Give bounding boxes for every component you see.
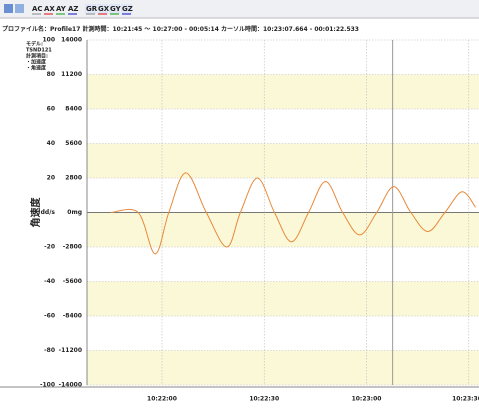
cursor-time: 10:23:07.664 <box>263 26 308 33</box>
y-tick-label: -40 <box>44 278 55 285</box>
y-axis-label: 角速度 <box>29 197 42 228</box>
x-tick-label: 10:23:00 <box>352 396 382 403</box>
y2-tick-label: -8400 <box>63 313 82 320</box>
y-tick-label: 100 <box>42 37 55 44</box>
toolbar-highlight[interactable] <box>97 4 108 14</box>
info-text: ・角速度 <box>26 65 47 72</box>
toolbar-button[interactable]: GZ <box>122 5 133 13</box>
y-tick-label: 60 <box>47 106 55 113</box>
x-tick-label: 10:22:30 <box>249 396 279 403</box>
icon[interactable] <box>4 4 13 13</box>
y-tick-label: 20 <box>47 175 55 182</box>
toolbar-button[interactable]: AZ <box>68 5 79 13</box>
icon[interactable] <box>15 4 24 13</box>
toolbar-button[interactable]: AC <box>32 5 43 13</box>
y-tick-label: 40 <box>47 140 55 147</box>
y-tick-label: -100 <box>40 382 55 389</box>
band <box>87 74 479 109</box>
info-text: TSND121 <box>26 48 52 54</box>
data-line <box>110 172 476 255</box>
toolbar-button[interactable]: GR <box>86 5 98 13</box>
info-text: 計測項目: <box>26 53 48 60</box>
toolbar-button[interactable]: AX <box>44 5 55 13</box>
x-tick-label: 10:22:00 <box>147 396 177 403</box>
band <box>87 281 479 316</box>
band <box>87 350 479 385</box>
toolbar-highlight[interactable] <box>85 4 96 14</box>
y2-tick-label: 5600 <box>65 140 82 147</box>
y-tick-label: dd/s <box>41 209 56 216</box>
toolbar-highlight[interactable] <box>121 4 132 14</box>
toolbar-button[interactable]: GY <box>110 5 122 13</box>
y-tick-label: -20 <box>44 244 55 251</box>
x-tick-label: 10:23:30 <box>452 396 479 403</box>
y-tick-label: -60 <box>44 313 55 320</box>
cursor-label: カーソル時間： <box>221 25 263 33</box>
toolbar-highlight[interactable] <box>109 4 120 14</box>
band <box>87 143 479 178</box>
info-text: ・加速度 <box>26 59 47 66</box>
y2-tick-label: -2800 <box>63 244 82 251</box>
measure: 計測時間：10:21:45 〜 10:27:00 - 00:05:14 <box>83 25 219 33</box>
y2-tick-label: 11200 <box>61 71 82 78</box>
y-tick-label: -80 <box>44 347 55 354</box>
y2-tick-label: -14000 <box>59 382 82 389</box>
y2-tick-label: 14000 <box>61 37 82 44</box>
toolbar-button[interactable]: GX <box>98 5 110 13</box>
header: プロファイル名：Profile17 計測時間：10:21:45 〜 10:27:… <box>2 25 359 33</box>
y2-tick-label: -11200 <box>59 347 82 354</box>
y2-tick-label: 8400 <box>65 106 82 113</box>
info-text: モデル: <box>26 41 43 48</box>
y2-tick-label: 0mg <box>67 209 82 216</box>
y2-tick-label: 2800 <box>65 175 82 182</box>
profile: プロファイル名：Profile17 <box>2 25 80 33</box>
cursor-offset: - 00:01:22.533 <box>308 26 359 33</box>
band <box>87 212 479 247</box>
y2-tick-label: -5600 <box>63 278 82 285</box>
toolbar-button[interactable]: AY <box>56 5 67 13</box>
y-tick-label: 80 <box>47 71 55 78</box>
